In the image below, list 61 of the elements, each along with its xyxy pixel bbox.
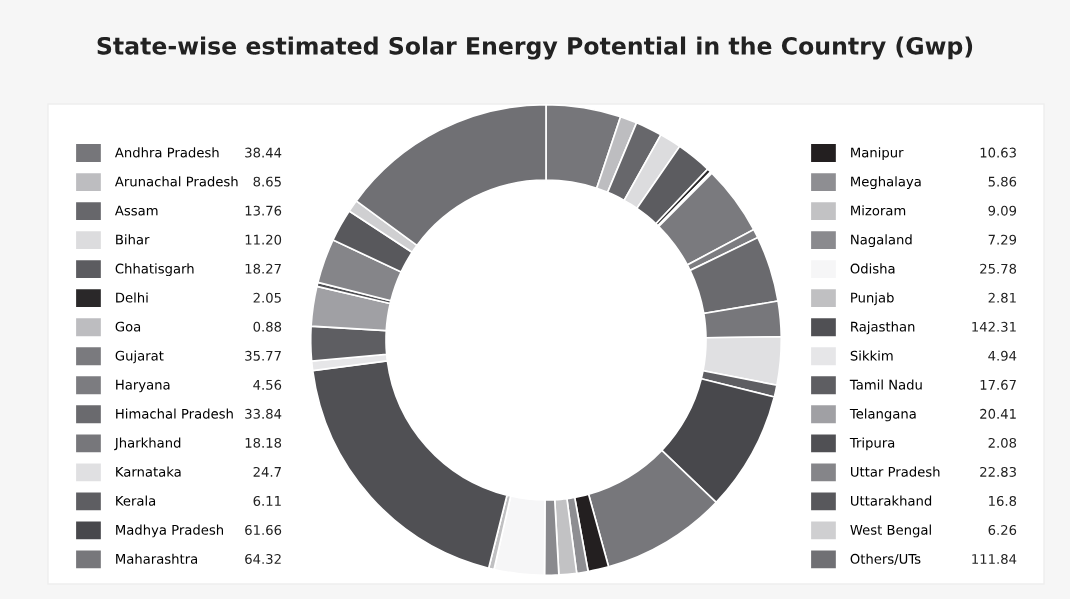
data-label: 10.63 xyxy=(980,147,1016,158)
legend-label: Uttarakhand xyxy=(851,495,932,506)
data-label: 22.83 xyxy=(980,466,1016,477)
data-label: 7.29 xyxy=(988,234,1017,245)
legend-label: Bihar xyxy=(116,234,150,245)
data-label: 2.08 xyxy=(988,437,1017,448)
data-label: 11.20 xyxy=(245,234,282,245)
legend-label: Meghalaya xyxy=(851,176,921,190)
legend-label: Goa xyxy=(115,321,141,332)
data-label: 33.84 xyxy=(245,408,282,419)
legend-label: Sikkim xyxy=(850,350,893,361)
legend-label: Manipur xyxy=(851,147,904,161)
data-label: 6.26 xyxy=(988,524,1017,535)
data-label: 25.78 xyxy=(980,263,1017,274)
data-label: 2.81 xyxy=(988,292,1016,303)
legend-label: Tripura xyxy=(849,437,895,451)
legend-label: West Bengal xyxy=(850,524,931,538)
data-label: 8.65 xyxy=(253,176,281,187)
legend-label: Delhi xyxy=(116,292,148,303)
data-label: 38.44 xyxy=(245,147,282,158)
data-label: 4.56 xyxy=(253,379,282,390)
data-label: 13.76 xyxy=(245,205,282,216)
data-label: 6.11 xyxy=(253,495,281,506)
legend-label: Others/UTs xyxy=(850,553,921,565)
data-label: 5.86 xyxy=(988,176,1017,187)
legend-label: Tamil Nadu xyxy=(849,379,922,390)
data-label: 61.66 xyxy=(245,524,282,535)
legend-label: Gujarat xyxy=(115,350,164,364)
data-label: 18.27 xyxy=(245,263,281,274)
legend-label: Himachal Pradesh xyxy=(116,408,233,419)
data-label: 24.7 xyxy=(253,466,281,477)
legend-label: Odisha xyxy=(850,263,895,274)
data-label: 111.84 xyxy=(972,554,1017,564)
data-label: 4.94 xyxy=(988,350,1017,361)
data-label: 142.31 xyxy=(972,321,1016,332)
legend-label: Rajasthan xyxy=(851,321,915,335)
data-label: 2.05 xyxy=(253,292,281,303)
legend-label: Kerala xyxy=(116,495,156,506)
legend-label: Chhatisgarh xyxy=(115,263,194,277)
legend-label: Arunachal Pradesh xyxy=(114,176,238,187)
legend-label: Punjab xyxy=(851,292,894,306)
data-label: 17.67 xyxy=(980,379,1016,390)
legend-label: Mizoram xyxy=(851,205,906,216)
data-label: 18.18 xyxy=(245,437,282,448)
legend-label: Maharashtra xyxy=(116,553,198,564)
legend-label: Madhya Pradesh xyxy=(116,524,223,538)
data-label: 35.77 xyxy=(245,350,281,361)
legend-label: Andhra Pradesh xyxy=(114,147,219,158)
chart-title: State-wise estimated Solar Energy Potential in the Country (Gwp) xyxy=(97,36,973,60)
data-label: 9.09 xyxy=(988,205,1017,216)
data-label: 0.88 xyxy=(253,321,282,332)
legend-label: Uttar Pradesh xyxy=(851,466,940,477)
legend-label: Nagaland xyxy=(851,234,912,248)
data-label: 64.32 xyxy=(245,554,281,564)
legend-label: Karnataka xyxy=(116,466,181,477)
data-label: 16.8 xyxy=(989,495,1017,506)
legend-label: Haryana xyxy=(116,379,170,393)
legend-label: Telangana xyxy=(849,408,916,422)
data-label: 20.41 xyxy=(980,408,1016,419)
legend-label: Assam xyxy=(114,205,158,216)
legend-label: Jharkhand xyxy=(114,437,181,451)
